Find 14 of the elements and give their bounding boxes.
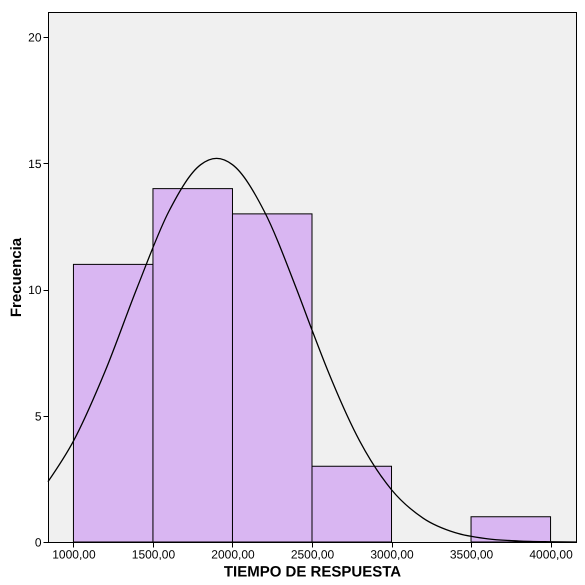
x-tick-label: 3000,00: [370, 548, 414, 562]
y-axis-title: Frecuencia: [8, 237, 26, 318]
y-tick-label: 5: [34, 409, 42, 424]
x-tick-label: 2000,00: [211, 548, 255, 562]
x-tick-label: 2500,00: [290, 548, 335, 562]
x-tick-label: 3500,00: [450, 548, 494, 562]
x-tick-label: 4000,00: [529, 548, 574, 562]
y-tick-label: 0: [34, 536, 42, 550]
x-axis-title: TIEMPO DE RESPUESTA: [224, 564, 402, 580]
y-tick-label: 15: [28, 156, 42, 171]
y-tick-label: 10: [28, 283, 42, 298]
x-tick-label: 1500,00: [132, 548, 176, 562]
x-tick-label: 1000,00: [52, 548, 96, 562]
y-tick-label: 20: [28, 30, 42, 45]
